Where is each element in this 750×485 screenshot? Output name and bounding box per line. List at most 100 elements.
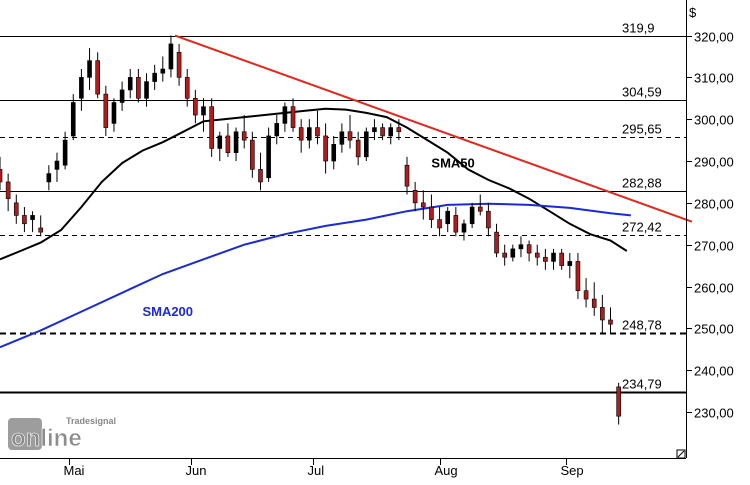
y-tick-label: 250,00 — [694, 322, 734, 337]
candle-body — [347, 131, 353, 141]
candle — [526, 240, 532, 262]
candle-body — [233, 131, 239, 153]
candle — [469, 202, 475, 228]
x-tick-label: Mai — [64, 463, 85, 478]
candle-body — [250, 139, 255, 170]
level-label: 272,42 — [622, 220, 662, 235]
candle-body — [502, 252, 507, 258]
candle-body — [559, 252, 564, 266]
candle — [429, 194, 434, 228]
axes: $ — [0, 0, 697, 459]
candle — [445, 207, 451, 233]
candle — [152, 64, 157, 90]
candle-body — [184, 77, 190, 99]
candle — [600, 294, 605, 333]
candle-body — [176, 51, 182, 78]
annotations: SMA50 SMA200 — [142, 155, 474, 318]
candle-body — [46, 173, 52, 183]
corner-resize-icon[interactable] — [676, 449, 686, 459]
candle — [575, 253, 581, 300]
candle-body — [494, 231, 499, 254]
candle — [315, 110, 320, 145]
x-tick-label: Jul — [308, 463, 325, 478]
candle-body — [526, 244, 532, 254]
x-tick-label: Jun — [186, 463, 207, 478]
candle-body — [152, 72, 157, 82]
level-label: 304,59 — [622, 85, 662, 100]
candle-body — [331, 144, 337, 162]
x-ticks: Mai Jun Jul Aug Sep — [64, 458, 584, 478]
candle-body — [160, 68, 166, 74]
candle — [518, 236, 524, 258]
candle-body — [551, 252, 556, 262]
candle — [70, 94, 76, 141]
candle — [453, 207, 459, 237]
candle — [111, 98, 117, 132]
y-tick-label: 300,00 — [694, 113, 734, 128]
logo-brand-small: Tradesignal — [66, 416, 116, 426]
candle — [30, 211, 35, 233]
y-tick-label: 230,00 — [694, 406, 734, 421]
candle — [119, 81, 125, 111]
candle — [339, 123, 345, 153]
candle-body — [95, 60, 100, 95]
candle — [591, 282, 597, 316]
candle-body — [518, 244, 524, 250]
y-tick-label: 310,00 — [694, 71, 734, 86]
level-label: 282,88 — [622, 176, 662, 191]
y-ticks: 320,00 310,00 300,00 290,00 280,00 270,00 260,… — [686, 30, 734, 421]
candle — [274, 115, 280, 145]
candle-body — [372, 127, 377, 133]
candle — [494, 223, 499, 258]
candle — [5, 173, 11, 212]
candle-body — [144, 81, 149, 99]
candle — [486, 202, 491, 237]
x-tick-label: Sep — [561, 463, 584, 478]
candle-body — [79, 77, 84, 99]
candle-body — [241, 131, 247, 141]
candle-body — [70, 102, 76, 137]
candle — [87, 48, 92, 90]
y-tick-label: 260,00 — [694, 281, 734, 296]
candle-body — [420, 202, 426, 208]
candle — [477, 194, 483, 216]
candle — [193, 89, 198, 124]
candle — [567, 253, 573, 279]
candle — [347, 115, 353, 149]
candle-body — [136, 77, 141, 99]
candle-body — [437, 219, 442, 229]
candle-body — [225, 135, 231, 153]
candle — [201, 98, 206, 132]
candle — [127, 69, 133, 99]
candle-body — [323, 135, 328, 162]
candle — [266, 127, 271, 182]
candle-body — [445, 210, 451, 225]
candle-body — [290, 106, 296, 128]
resistance-trendline — [174, 34, 693, 223]
y-tick-label: 320,00 — [694, 30, 734, 45]
candle-body — [583, 290, 589, 300]
annotation-sma200: SMA200 — [142, 304, 193, 319]
candle — [388, 123, 394, 145]
candle — [380, 123, 385, 141]
candle — [331, 135, 337, 170]
candle — [396, 119, 402, 141]
candle — [616, 382, 621, 425]
candle-body — [103, 93, 109, 128]
candle-body — [396, 127, 402, 133]
logo-brand-large: online — [11, 425, 82, 452]
candle-body — [315, 127, 320, 137]
trendline-layer — [174, 34, 693, 223]
horizontal-levels: 319,9 304,59 295,65 282,88 272,42 248,78 234,7… — [0, 21, 686, 394]
candle-body — [469, 206, 475, 225]
candle — [323, 123, 328, 174]
candle — [54, 152, 60, 182]
candle — [160, 56, 166, 82]
candle — [225, 123, 231, 157]
candle — [217, 131, 223, 162]
candle-body — [380, 127, 385, 137]
candle-body — [404, 164, 410, 187]
level-label: 248,78 — [622, 318, 662, 333]
candle-body — [282, 106, 288, 124]
candle-body — [453, 215, 459, 233]
